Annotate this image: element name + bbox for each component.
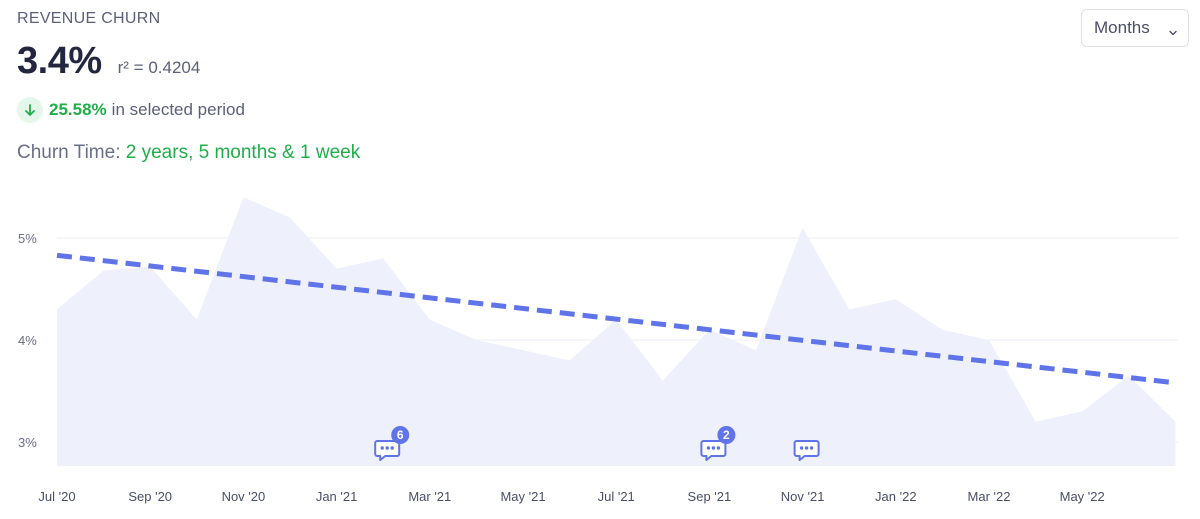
metric-row: 3.4% r² = 0.4204: [17, 40, 200, 83]
annotation-count-badge: [391, 426, 410, 444]
comment-icon: [793, 440, 820, 461]
x-tick-label: May '21: [500, 489, 545, 504]
x-tick-label: Jan '21: [316, 489, 358, 504]
comment-dot: [804, 446, 809, 450]
comment-dot: [711, 446, 716, 450]
y-tick-label: 5%: [18, 231, 37, 246]
comment-dot: [809, 446, 814, 450]
chevron-down-icon: [1168, 23, 1178, 43]
annotation-count: 6: [397, 428, 404, 442]
annotation-count-badge: [717, 426, 736, 444]
trend-line: [56, 252, 1176, 386]
comment-dot: [380, 446, 384, 450]
r-squared-value: r² = 0.4204: [117, 58, 201, 77]
x-tick-label: Jan '22: [875, 489, 917, 504]
annotation-count: 2: [723, 428, 730, 442]
arrow-down-icon: [17, 97, 43, 123]
period-select-value: Months: [1094, 18, 1150, 37]
comment-dot: [706, 446, 711, 450]
x-tick-label: Jul '21: [598, 489, 635, 504]
comment-dot: [390, 446, 394, 450]
x-tick-label: Mar '21: [408, 489, 451, 504]
x-tick-label: May '22: [1060, 489, 1105, 504]
comment-dot: [799, 446, 804, 450]
y-tick-label: 3%: [18, 435, 37, 450]
x-tick-label: Jul '20: [38, 489, 75, 504]
annotation-marker[interactable]: [793, 440, 820, 461]
change-row: 25.58% in selected period: [17, 97, 245, 123]
annotation-marker[interactable]: 2: [700, 426, 736, 461]
change-label: in selected period: [111, 100, 245, 119]
churn-time: Churn Time: 2 years, 5 months & 1 week: [17, 142, 360, 164]
metric-value: 3.4%: [17, 40, 102, 82]
churn-time-value: 2 years, 5 months & 1 week: [125, 142, 361, 163]
y-tick-label: 4%: [18, 333, 37, 348]
x-tick-label: Nov '20: [222, 489, 266, 504]
churn-time-label: Churn Time:: [17, 142, 121, 163]
x-tick-label: Mar '22: [968, 489, 1011, 504]
annotation-marker[interactable]: 6: [374, 426, 410, 461]
comment-dot: [716, 446, 721, 450]
x-tick-label: Sep '20: [128, 489, 172, 504]
x-tick-label: Sep '21: [688, 489, 732, 504]
period-select[interactable]: Months: [1081, 9, 1189, 47]
x-tick-label: Nov '21: [781, 489, 825, 504]
chart-title: REVENUE CHURN: [17, 10, 161, 27]
comment-dot: [385, 446, 389, 450]
change-value: 25.58%: [49, 100, 107, 119]
churn-area: [57, 197, 1176, 466]
